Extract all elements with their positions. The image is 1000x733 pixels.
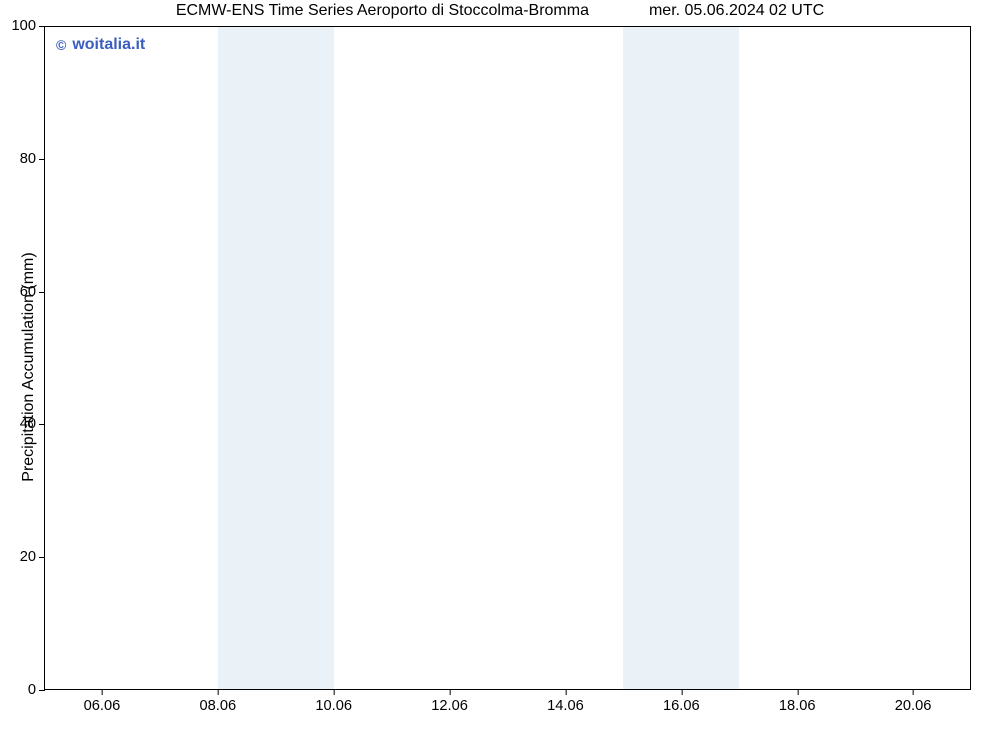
weekend-band: [218, 26, 334, 690]
plot-border: [44, 26, 971, 690]
chart-title-left: ECMW-ENS Time Series Aeroporto di Stocco…: [176, 2, 589, 20]
copyright-icon: ©: [56, 37, 66, 53]
plot-area: © woitalia.it 02040608010006.0608.0610.0…: [44, 26, 971, 690]
chart-container: ECMW-ENS Time Series Aeroporto di Stocco…: [0, 0, 1000, 733]
x-tick-label: 06.06: [84, 690, 121, 714]
chart-title-row: ECMW-ENS Time Series Aeroporto di Stocco…: [0, 2, 1000, 20]
x-tick-label: 14.06: [547, 690, 584, 714]
y-tick-label: 20: [20, 549, 44, 565]
x-tick-label: 16.06: [663, 690, 700, 714]
watermark: © woitalia.it: [56, 36, 145, 54]
x-tick-label: 20.06: [895, 690, 932, 714]
x-tick-label: 10.06: [315, 690, 352, 714]
watermark-text: woitalia.it: [72, 36, 145, 54]
x-tick-label: 08.06: [199, 690, 236, 714]
chart-title-right: mer. 05.06.2024 02 UTC: [649, 2, 824, 20]
x-tick-label: 18.06: [779, 690, 816, 714]
y-tick-label: 40: [20, 416, 44, 432]
x-tick-label: 12.06: [431, 690, 468, 714]
y-tick-label: 0: [28, 682, 44, 698]
weekend-band: [623, 26, 739, 690]
y-tick-label: 60: [20, 284, 44, 300]
y-tick-label: 100: [12, 18, 44, 34]
y-tick-label: 80: [20, 151, 44, 167]
